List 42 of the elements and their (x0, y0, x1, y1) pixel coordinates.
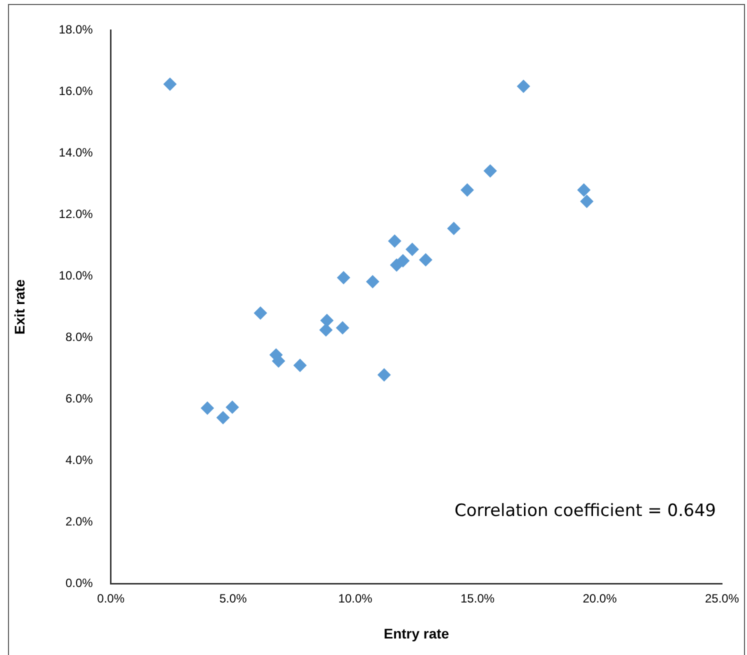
point (226, 400, 239, 414)
point (406, 242, 419, 256)
point (460, 183, 474, 196)
y-tick-label: 6.0% (65, 392, 94, 406)
y-tick-label: 14.0% (58, 145, 94, 160)
point (336, 321, 350, 334)
x-tick-label: 10.0% (338, 591, 373, 606)
y-axis-title: Exit rate (11, 279, 28, 335)
y-tick-label: 4.0% (65, 453, 94, 468)
x-tick-label: 20.0% (582, 591, 618, 606)
x-tick-label: 5.0% (219, 591, 248, 606)
point (388, 234, 402, 248)
point (419, 253, 432, 266)
y-tick-label: 12.0% (58, 206, 94, 221)
annotation: Correlation coefficient = 0.649 (454, 501, 716, 522)
y-tick-label: 10.0% (58, 268, 94, 282)
point (378, 368, 391, 382)
point (484, 164, 497, 178)
point (216, 411, 230, 424)
x-tick-label: 25.0% (704, 591, 740, 606)
point (254, 306, 267, 320)
point (577, 183, 590, 196)
point (337, 271, 350, 284)
point (163, 78, 176, 91)
y-tick-label: 16.0% (58, 84, 94, 98)
x-axis-title: Entry rate (384, 625, 450, 642)
point (366, 275, 380, 288)
point (320, 314, 334, 327)
point (580, 194, 594, 208)
y-tick-label: 8.0% (65, 330, 94, 344)
y-tick-label: 18.0% (58, 22, 94, 36)
point (294, 358, 307, 372)
y-tick-label: 2.0% (65, 514, 94, 529)
point (516, 80, 530, 93)
point (200, 402, 214, 415)
point (447, 222, 460, 235)
point (319, 323, 332, 336)
point (272, 354, 286, 368)
x-tick-label: 15.0% (460, 591, 495, 606)
y-tick-label: 0.0% (65, 576, 94, 590)
x-tick-label: 0.0% (97, 591, 125, 606)
point (396, 254, 410, 268)
